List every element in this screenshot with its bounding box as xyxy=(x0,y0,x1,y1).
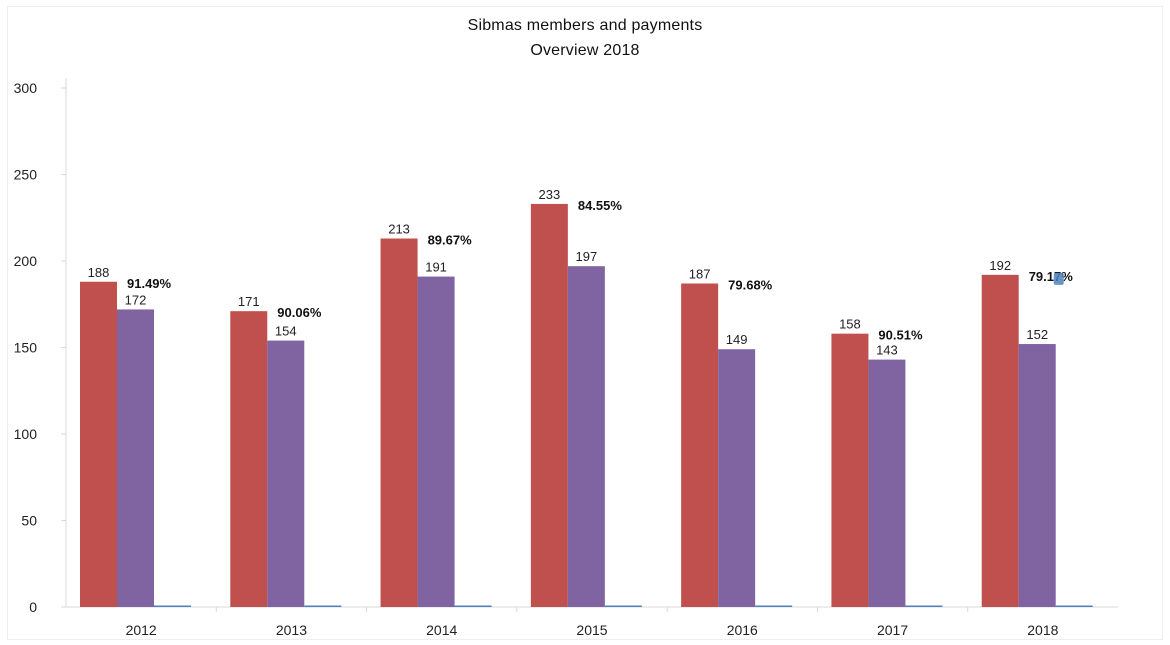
percent-value-label: 90.51% xyxy=(878,328,923,343)
percent-bar xyxy=(604,605,642,607)
percent-value-label: 89.67% xyxy=(428,233,473,248)
members-value-label: 192 xyxy=(989,258,1011,273)
members-bar xyxy=(80,281,117,607)
y-tick-label: 100 xyxy=(14,426,38,442)
x-tick-label: 2016 xyxy=(727,622,758,638)
payments-bar xyxy=(567,266,605,607)
x-tick-label: 2015 xyxy=(576,622,607,638)
payments-bar xyxy=(417,276,455,607)
x-tick-label: 2013 xyxy=(276,622,307,638)
members-bar xyxy=(530,203,568,607)
chart-subtitle: Overview 2018 xyxy=(530,42,640,59)
members-value-label: 187 xyxy=(689,266,711,281)
payments-bar xyxy=(117,309,154,607)
payments-value-label: 154 xyxy=(275,324,297,339)
percent-value-label: 90.06% xyxy=(277,305,322,320)
payments-bar xyxy=(718,349,756,607)
members-value-label: 171 xyxy=(238,294,260,309)
members-value-label: 188 xyxy=(88,265,110,280)
payments-value-label: 143 xyxy=(876,343,898,358)
y-tick-label: 150 xyxy=(14,340,38,356)
percent-value-label: 91.49% xyxy=(127,276,172,291)
members-bar xyxy=(230,311,268,607)
percent-bar xyxy=(905,605,943,607)
percent-bar xyxy=(304,605,342,607)
members-bar xyxy=(981,274,1019,607)
payments-bar xyxy=(267,340,305,607)
members-value-label: 213 xyxy=(388,222,410,237)
x-tick-label: 2012 xyxy=(126,622,157,638)
payments-value-label: 152 xyxy=(1026,327,1048,342)
percent-value-label: 79.17% xyxy=(1029,269,1074,284)
payments-bar xyxy=(1018,344,1056,607)
payments-value-label: 172 xyxy=(125,292,147,307)
percent-bar xyxy=(454,605,492,607)
percent-value-label: 84.55% xyxy=(578,198,623,213)
x-tick-label: 2017 xyxy=(877,622,908,638)
members-value-label: 233 xyxy=(539,187,561,202)
members-bar xyxy=(831,333,869,607)
y-tick-label: 0 xyxy=(29,599,37,615)
members-bar xyxy=(380,238,418,607)
percent-bar xyxy=(154,605,191,607)
chart-title: Sibmas members and payments xyxy=(467,17,703,34)
y-tick-label: 200 xyxy=(14,253,38,269)
y-tick-label: 300 xyxy=(14,80,38,96)
payments-value-label: 191 xyxy=(425,260,447,275)
chart-frame xyxy=(7,6,1163,640)
percent-marker-handle xyxy=(1053,272,1064,285)
y-tick-label: 250 xyxy=(14,167,38,183)
payments-value-label: 149 xyxy=(726,332,748,347)
members-bar xyxy=(681,283,719,607)
members-value-label: 158 xyxy=(839,317,861,332)
percent-value-label: 79.68% xyxy=(728,277,773,292)
percent-bar xyxy=(1055,605,1093,607)
payments-bar xyxy=(868,359,906,607)
y-tick-label: 50 xyxy=(21,513,37,529)
payments-value-label: 197 xyxy=(576,249,598,264)
percent-bar xyxy=(755,605,793,607)
x-tick-label: 2014 xyxy=(426,622,457,638)
x-tick-label: 2018 xyxy=(1027,622,1058,638)
